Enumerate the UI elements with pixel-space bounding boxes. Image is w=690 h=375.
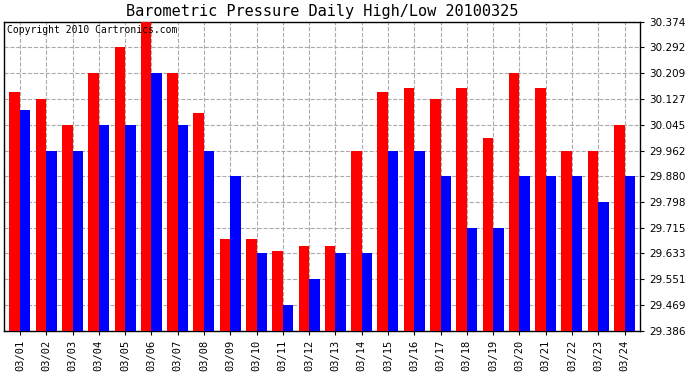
Bar xyxy=(219,238,230,330)
Bar xyxy=(467,228,477,330)
Bar xyxy=(62,124,72,330)
Bar xyxy=(325,246,335,330)
Bar xyxy=(430,99,440,330)
Bar xyxy=(309,279,319,330)
Bar xyxy=(377,92,388,330)
Bar xyxy=(535,88,546,330)
Bar xyxy=(520,176,530,330)
Bar xyxy=(440,176,451,330)
Bar xyxy=(482,138,493,330)
Bar xyxy=(20,111,30,330)
Bar xyxy=(10,92,20,330)
Bar xyxy=(598,202,609,330)
Bar xyxy=(177,124,188,330)
Bar xyxy=(414,150,425,330)
Bar xyxy=(193,113,204,330)
Bar xyxy=(283,304,293,330)
Bar xyxy=(572,176,582,330)
Bar xyxy=(362,254,372,330)
Bar xyxy=(257,254,267,330)
Bar xyxy=(588,150,598,330)
Title: Barometric Pressure Daily High/Low 20100325: Barometric Pressure Daily High/Low 20100… xyxy=(126,4,518,19)
Bar xyxy=(230,176,241,330)
Bar xyxy=(99,124,109,330)
Bar xyxy=(204,150,215,330)
Bar xyxy=(562,150,572,330)
Bar xyxy=(456,88,467,330)
Bar xyxy=(273,251,283,330)
Bar xyxy=(624,176,635,330)
Bar xyxy=(72,150,83,330)
Bar xyxy=(141,22,151,330)
Bar xyxy=(88,73,99,330)
Bar xyxy=(614,124,624,330)
Bar xyxy=(36,99,46,330)
Bar xyxy=(151,73,162,330)
Bar xyxy=(335,254,346,330)
Bar xyxy=(509,73,520,330)
Bar xyxy=(351,150,362,330)
Bar xyxy=(388,150,398,330)
Bar xyxy=(546,176,556,330)
Bar xyxy=(125,124,136,330)
Bar xyxy=(115,47,125,330)
Bar xyxy=(167,73,177,330)
Text: Copyright 2010 Cartronics.com: Copyright 2010 Cartronics.com xyxy=(8,25,178,35)
Bar xyxy=(246,238,257,330)
Bar xyxy=(46,150,57,330)
Bar xyxy=(493,228,504,330)
Bar xyxy=(299,246,309,330)
Bar xyxy=(404,88,414,330)
